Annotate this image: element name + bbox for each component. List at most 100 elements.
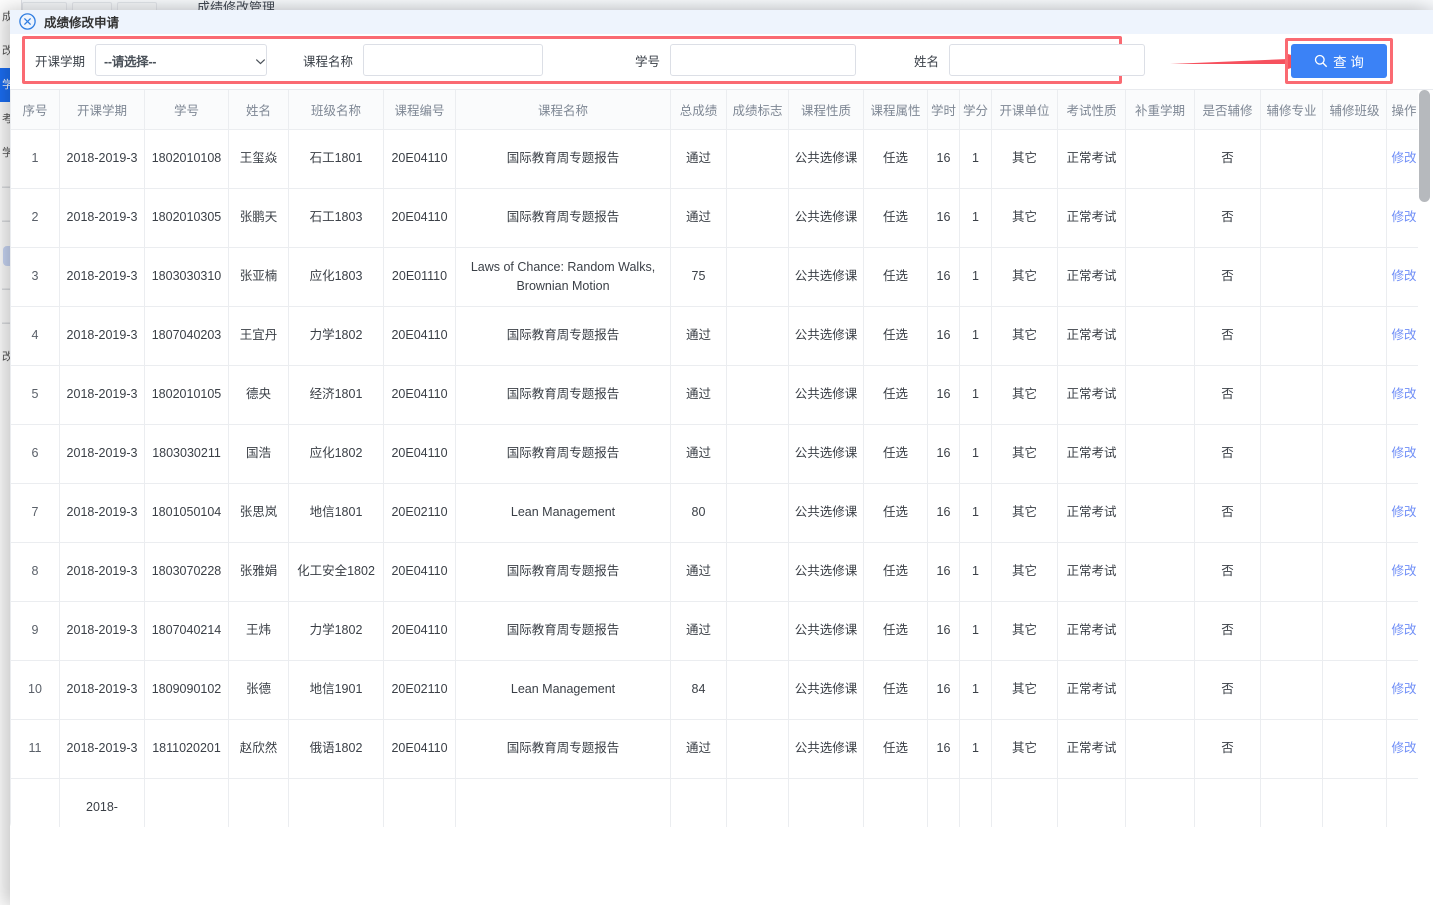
edit-link[interactable]: 修改 bbox=[1391, 210, 1417, 225]
col-minor-major[interactable]: 辅修专业 bbox=[1260, 90, 1323, 130]
row-course-nature bbox=[788, 777, 864, 827]
row-minor-major bbox=[1260, 659, 1323, 720]
col-minor-class[interactable]: 辅修班级 bbox=[1322, 90, 1387, 130]
edit-link[interactable]: 修改 bbox=[1391, 387, 1417, 402]
row-exam-type: 正常考试 bbox=[1057, 128, 1126, 189]
row-course-nature: 公共选修课 bbox=[788, 246, 864, 307]
student-name-input[interactable] bbox=[949, 44, 1146, 76]
row-hours: 16 bbox=[927, 659, 960, 720]
col-term[interactable]: 开课学期 bbox=[59, 90, 145, 130]
col-credit[interactable]: 学分 bbox=[959, 90, 992, 130]
row-index: 11 bbox=[10, 718, 60, 779]
row-course-name: 国际教育周专题报告 bbox=[455, 128, 671, 189]
web-page: 成绩修改申请 开课学期 --请选择-- 课程名 bbox=[10, 10, 1433, 831]
background-sidebar-item-5[interactable]: — bbox=[2, 181, 13, 193]
row-student-id: 1811020201 bbox=[144, 718, 229, 779]
edit-link[interactable]: 修改 bbox=[1391, 741, 1417, 756]
col-total-score[interactable]: 总成绩 bbox=[670, 90, 727, 130]
row-credit: 1 bbox=[959, 423, 992, 484]
table-row: 3 2018-2019-3 1803030310 张亚楠 应化1803 20E01110 L… bbox=[10, 246, 1422, 307]
row-minor-class bbox=[1322, 541, 1387, 602]
row-exam-type: 正常考试 bbox=[1057, 718, 1126, 779]
row-total-score: 80 bbox=[670, 482, 727, 543]
page-header: 成绩修改申请 bbox=[10, 10, 1433, 34]
term-select[interactable]: --请选择-- bbox=[95, 44, 268, 76]
row-class: 俄语1802 bbox=[288, 718, 384, 779]
row-action-cell: 修改 bbox=[1386, 246, 1422, 307]
col-exam-type[interactable]: 考试性质 bbox=[1057, 90, 1126, 130]
col-student-id[interactable]: 学号 bbox=[144, 90, 229, 130]
course-name-input[interactable] bbox=[363, 44, 544, 76]
col-course-attr[interactable]: 课程属性 bbox=[863, 90, 928, 130]
student-id-input[interactable] bbox=[670, 44, 857, 76]
row-is-minor: 否 bbox=[1194, 187, 1261, 248]
row-action-cell: 修改 bbox=[1386, 659, 1422, 720]
row-is-minor bbox=[1194, 777, 1261, 827]
vertical-scrollbar[interactable] bbox=[1418, 90, 1431, 827]
edit-link[interactable]: 修改 bbox=[1391, 682, 1417, 697]
row-course-name bbox=[455, 777, 671, 827]
row-course-attr: 任选 bbox=[863, 600, 928, 661]
close-circle-icon[interactable] bbox=[19, 13, 36, 30]
student-id-label: 学号 bbox=[635, 54, 661, 69]
row-minor-class bbox=[1322, 305, 1387, 366]
col-score-flag[interactable]: 成绩标志 bbox=[726, 90, 789, 130]
row-name: 张思岚 bbox=[228, 482, 289, 543]
row-class: 力学1802 bbox=[288, 600, 384, 661]
edit-link[interactable]: 修改 bbox=[1391, 328, 1417, 343]
scrollbar-thumb[interactable] bbox=[1419, 90, 1430, 202]
field-student-id: 学号 bbox=[625, 44, 857, 76]
edit-link[interactable]: 修改 bbox=[1391, 623, 1417, 638]
row-credit: 1 bbox=[959, 482, 992, 543]
col-action[interactable]: 操作 bbox=[1386, 90, 1422, 130]
row-dept: 其它 bbox=[991, 659, 1058, 720]
col-hours[interactable]: 学时 bbox=[927, 90, 960, 130]
row-score-flag bbox=[726, 600, 789, 661]
row-exam-type: 正常考试 bbox=[1057, 600, 1126, 661]
row-score-flag bbox=[726, 305, 789, 366]
row-minor-class bbox=[1322, 659, 1387, 720]
row-course-code: 20E04110 bbox=[383, 423, 456, 484]
row-hours: 16 bbox=[927, 718, 960, 779]
row-course-code: 20E02110 bbox=[383, 659, 456, 720]
edit-link[interactable]: 修改 bbox=[1391, 269, 1417, 284]
row-index: 1 bbox=[10, 128, 60, 189]
row-course-nature: 公共选修课 bbox=[788, 482, 864, 543]
col-is-minor[interactable]: 是否辅修 bbox=[1194, 90, 1261, 130]
col-dept[interactable]: 开课单位 bbox=[991, 90, 1058, 130]
row-makeup-term bbox=[1125, 482, 1195, 543]
edit-link[interactable]: 修改 bbox=[1391, 564, 1417, 579]
row-term: 2018-2019-3 bbox=[59, 600, 145, 661]
edit-link[interactable]: 修改 bbox=[1391, 505, 1417, 520]
search-icon bbox=[1314, 54, 1328, 68]
row-term: 2018-2019-3 bbox=[59, 187, 145, 248]
edit-link[interactable]: 修改 bbox=[1391, 151, 1417, 166]
row-course-code: 20E01110 bbox=[383, 246, 456, 307]
row-action-cell: 修改 bbox=[1386, 423, 1422, 484]
col-index[interactable]: 序号 bbox=[10, 90, 60, 130]
col-course-name[interactable]: 课程名称 bbox=[455, 90, 671, 130]
col-course-nature[interactable]: 课程性质 bbox=[788, 90, 864, 130]
row-student-id: 1803030211 bbox=[144, 423, 229, 484]
row-minor-class bbox=[1322, 187, 1387, 248]
row-makeup-term bbox=[1125, 718, 1195, 779]
col-class[interactable]: 班级名称 bbox=[288, 90, 384, 130]
row-total-score: 通过 bbox=[670, 305, 727, 366]
col-name[interactable]: 姓名 bbox=[228, 90, 289, 130]
background-sidebar-item-9[interactable]: — bbox=[2, 317, 13, 329]
row-course-name: Lean Management bbox=[455, 659, 671, 720]
edit-link[interactable]: 修改 bbox=[1391, 446, 1417, 461]
table-row: 9 2018-2019-3 1807040214 王炜 力学1802 20E04110 国际… bbox=[10, 600, 1422, 661]
row-course-attr: 任选 bbox=[863, 482, 928, 543]
col-makeup-term[interactable]: 补重学期 bbox=[1125, 90, 1195, 130]
search-button[interactable]: 查 询 bbox=[1291, 44, 1387, 78]
col-course-code[interactable]: 课程编号 bbox=[383, 90, 456, 130]
row-course-nature: 公共选修课 bbox=[788, 305, 864, 366]
row-dept: 其它 bbox=[991, 718, 1058, 779]
row-dept: 其它 bbox=[991, 305, 1058, 366]
background-sidebar-item-6[interactable]: — bbox=[2, 215, 13, 227]
row-minor-major bbox=[1260, 718, 1323, 779]
row-exam-type: 正常考试 bbox=[1057, 482, 1126, 543]
background-sidebar-item-8[interactable]: — bbox=[2, 283, 13, 295]
row-credit: 1 bbox=[959, 305, 992, 366]
